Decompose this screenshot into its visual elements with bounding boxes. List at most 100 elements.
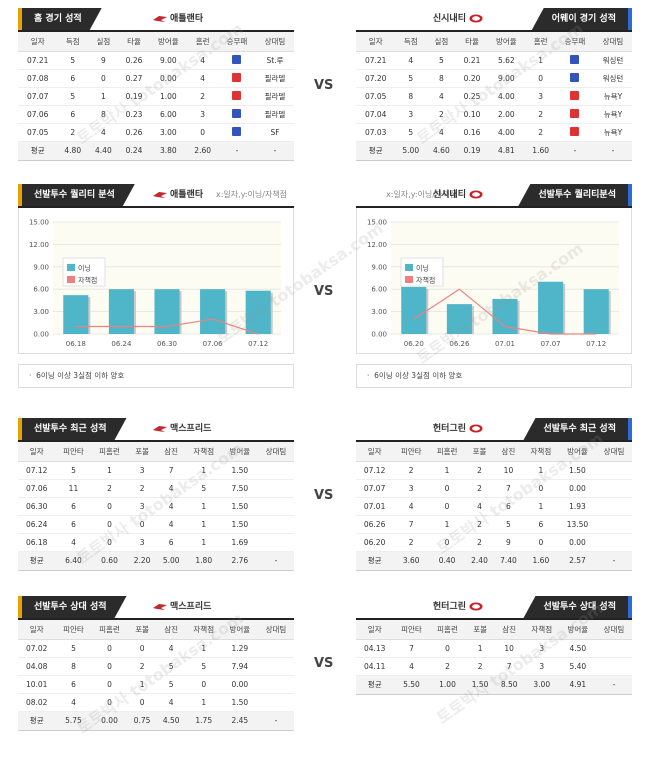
table-cell: 7 — [393, 515, 430, 534]
table-cell: 0.26 — [118, 51, 150, 70]
bar — [154, 289, 180, 334]
table-row: 04.11 4 2 2 7 3 5.40 — [356, 657, 632, 676]
column-header: 포볼 — [465, 620, 495, 640]
loss-badge-icon — [570, 90, 580, 100]
table-cell: 07.12 — [356, 461, 394, 480]
column-header: 승무패 — [217, 32, 256, 52]
away-team-name: 신시내티 — [433, 8, 486, 30]
table-cell: 1.93 — [558, 497, 597, 516]
table-cell: 07.04 — [356, 105, 396, 124]
x-tick-label: 06.20 — [404, 340, 424, 348]
table-cell: 13.50 — [558, 515, 597, 534]
x-tick-label: 06.24 — [111, 340, 132, 348]
home-team-name: 애틀랜타 — [150, 8, 203, 30]
table-cell: 10 — [494, 639, 524, 658]
pitcher-vs-left-title: 선발투수 상대 성적 — [18, 596, 127, 618]
table-cell: 4 — [393, 657, 430, 676]
table-cell: 0.16 — [456, 123, 488, 142]
table-cell: 3 — [395, 105, 427, 124]
table-cell: 4 — [187, 51, 218, 70]
table-cell — [217, 105, 256, 124]
table-cell: 07.21 — [18, 51, 58, 70]
pitcher-vs-right-title: 선발투수 상대 성적 — [523, 596, 632, 618]
y-tick-label: 9.00 — [33, 263, 49, 271]
bar — [108, 289, 134, 334]
table-row: 10.01 6 0 1 5 0 0.00 — [18, 675, 294, 694]
table-cell: 1.29 — [221, 639, 258, 658]
table-cell: 06.26 — [356, 515, 394, 534]
table-row: 06.24 6 0 0 4 1 1.50 — [18, 515, 294, 534]
table-cell: 7 — [494, 657, 524, 676]
table-cell: 06.24 — [18, 515, 56, 534]
braves-logo-icon — [153, 192, 167, 198]
table-cell: 0 — [429, 533, 466, 552]
loss-badge-icon — [570, 126, 580, 136]
average-cell: 1.50 — [465, 675, 495, 695]
column-header: 포볼 — [127, 442, 157, 462]
table-cell: 7 — [393, 639, 430, 658]
column-header: 홈런 — [187, 32, 218, 52]
column-header: 타율 — [118, 32, 150, 52]
table-cell: 0.10 — [456, 105, 488, 124]
bar — [401, 286, 427, 334]
table-cell: 06.18 — [18, 533, 56, 552]
table-cell: 0 — [522, 533, 559, 552]
average-cell: 2.45 — [221, 711, 258, 731]
table-row: 07.05 8 4 0.25 4.00 3 뉴욕Y — [356, 87, 632, 106]
vs-label-3: VS — [314, 488, 334, 503]
table-cell: 0 — [91, 515, 128, 534]
table-cell — [217, 51, 256, 70]
table-cell: 6 — [57, 105, 89, 124]
column-header: 상대팀 — [257, 620, 294, 640]
table-cell: 뉴욕Y — [593, 87, 632, 106]
table-cell — [555, 105, 594, 124]
table-row: 07.21 5 9 0.26 9.00 4 St.루 — [18, 51, 294, 70]
table-cell: 6 — [55, 675, 92, 694]
quality-right-axis-note: x:일자,y:이닝/자책점 — [386, 190, 458, 199]
table-cell: 0 — [127, 639, 157, 658]
table-cell: 2 — [127, 657, 157, 676]
table-cell: 2 — [465, 657, 495, 676]
table-cell: 2 — [429, 657, 466, 676]
table-cell: 06.20 — [356, 533, 394, 552]
table-cell: 3 — [525, 87, 556, 106]
table-cell: 2 — [127, 479, 157, 498]
quality-left-axis-note: x:일자,y:이닝/자책점 — [216, 190, 288, 199]
table-cell: 8 — [88, 105, 119, 124]
table-cell: 10.01 — [18, 675, 56, 694]
table-cell: 0 — [91, 497, 128, 516]
win-badge-icon — [232, 108, 242, 118]
braves-logo-icon — [153, 16, 167, 22]
table-cell: 0 — [91, 533, 128, 552]
table-cell: 5 — [57, 87, 89, 106]
away-record-panel: 신시내티 어웨이 경기 성적 일자 득점 실점 타율 방어율 홈런 승무패 상대팀 07.21… — [356, 8, 632, 161]
vs-label-2: VS — [314, 284, 334, 299]
reds-logo-icon — [469, 190, 483, 199]
win-badge-icon — [232, 54, 242, 64]
average-cell: - — [217, 141, 256, 161]
average-cell: 2.57 — [558, 551, 597, 571]
pitcher-recent-right-name: 헌터그린 — [433, 418, 486, 440]
table-cell: 1 — [185, 639, 222, 658]
table-cell — [217, 69, 256, 88]
table-row: 07.01 4 0 4 6 1 1.93 — [356, 497, 632, 516]
table-cell: 1 — [429, 461, 466, 480]
table-cell: 9 — [88, 51, 119, 70]
table-row: 07.07 5 1 0.19 1.00 2 필라델 — [18, 87, 294, 106]
table-cell: 2 — [465, 479, 494, 498]
average-cell: 3.60 — [393, 551, 430, 571]
table-cell: 2 — [187, 87, 218, 106]
table-cell: 필라델 — [255, 87, 294, 106]
table-cell: 4 — [393, 497, 430, 516]
table-cell: 07.21 — [356, 51, 396, 70]
pitcher-vs-right-table: 일자 피안타 피홈런 포볼 삼진 자책점 방어율 상대팀 04.13 7 0 1 10 3 4.50 04.… — [356, 620, 632, 695]
average-cell: 평균 — [356, 675, 394, 695]
table-cell: 1.50 — [221, 461, 258, 480]
table-cell: 필라델 — [255, 69, 294, 88]
table-cell: 3 — [523, 657, 560, 676]
table-cell: 08.02 — [18, 693, 56, 712]
table-cell: 6 — [55, 515, 92, 534]
pitcher-recent-left-panel: 선발투수 최근 성적 맥스프리드 일자 피안타 피홈런 포볼 삼진 자책점 방어율 상대팀 0… — [18, 418, 294, 571]
table-cell: 1 — [185, 515, 222, 534]
x-tick-label: 07.07 — [541, 340, 561, 348]
